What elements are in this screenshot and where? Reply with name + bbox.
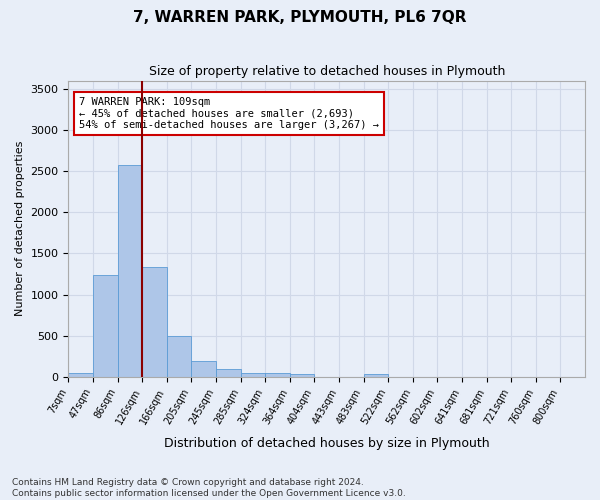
Bar (241, 373, 265, 377)
Text: 7, WARREN PARK, PLYMOUTH, PL6 7QR: 7, WARREN PARK, PLYMOUTH, PL6 7QR (133, 10, 467, 25)
Bar (364, 374, 388, 377)
Bar (93, 275, 118, 377)
Bar (142, 266, 167, 377)
Bar (265, 374, 290, 377)
Bar (290, 374, 314, 377)
Text: Contains HM Land Registry data © Crown copyright and database right 2024.
Contai: Contains HM Land Registry data © Crown c… (12, 478, 406, 498)
Bar (216, 368, 241, 377)
Y-axis label: Number of detached properties: Number of detached properties (15, 141, 25, 316)
Bar (167, 336, 191, 377)
Text: 7 WARREN PARK: 109sqm
← 45% of detached houses are smaller (2,693)
54% of semi-d: 7 WARREN PARK: 109sqm ← 45% of detached … (79, 97, 379, 130)
Bar (68, 373, 93, 377)
X-axis label: Distribution of detached houses by size in Plymouth: Distribution of detached houses by size … (164, 437, 490, 450)
Title: Size of property relative to detached houses in Plymouth: Size of property relative to detached ho… (149, 65, 505, 78)
Bar (191, 362, 216, 377)
Bar (118, 164, 142, 377)
